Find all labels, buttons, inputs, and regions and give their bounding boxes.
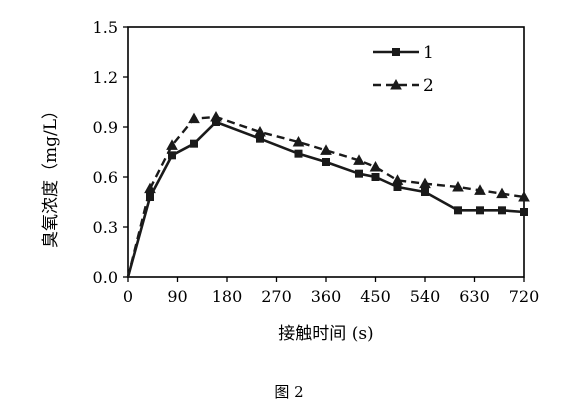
data-point-1: [454, 206, 462, 215]
figure-caption: 图 2: [274, 383, 303, 401]
x-tick-label: 450: [360, 287, 391, 306]
y-tick-label: 1.5: [93, 18, 118, 37]
data-point-2: [353, 154, 365, 165]
data-point-2: [254, 125, 266, 137]
y-tick-label: 0.0: [93, 268, 118, 287]
series-line-1: [126, 120, 525, 278]
y-axis-title: 臭氧浓度（mg/L）: [41, 102, 61, 248]
data-point-2: [474, 184, 486, 195]
axes: 0 90 180 270 360 450 540 630 720 0.0 0.3 0.6 0.9 1.2 1…: [93, 18, 540, 306]
data-point-2: [144, 182, 156, 194]
data-point-2: [452, 180, 464, 192]
data-point-2: [496, 187, 508, 199]
x-tick-label: 360: [311, 287, 342, 306]
series-line-2: [126, 115, 525, 278]
series-1: [126, 118, 528, 278]
x-tick-label: 270: [261, 287, 292, 306]
legend-item-1: 1: [373, 43, 434, 63]
data-point-1: [190, 139, 198, 148]
y-tick-label: 1.2: [93, 68, 118, 87]
y-tick-label: 0.6: [93, 168, 118, 187]
x-tick-label: 90: [167, 287, 187, 306]
x-tick-label: 720: [509, 287, 540, 306]
data-point-1: [476, 206, 484, 215]
series-2: [126, 110, 530, 278]
data-point-2: [419, 177, 431, 189]
data-point-1: [371, 173, 380, 181]
data-point-2: [210, 110, 222, 122]
data-point-1: [421, 188, 429, 196]
x-tick-label: 180: [212, 287, 243, 306]
legend-label-1: 1: [423, 43, 434, 63]
data-point-2: [518, 190, 530, 202]
data-point-1: [168, 151, 176, 160]
data-point-1: [520, 208, 528, 216]
data-point-2: [188, 112, 200, 124]
data-point-1: [355, 169, 363, 178]
data-point-1: [146, 193, 154, 201]
legend-marker-1: [392, 48, 400, 56]
data-point-1: [322, 158, 330, 166]
data-point-2: [369, 160, 382, 172]
data-point-2: [391, 174, 404, 185]
data-point-1: [498, 206, 506, 215]
data-point-2: [320, 144, 332, 155]
x-tick-label: 630: [459, 287, 490, 306]
series-layer: [126, 110, 530, 278]
y-tick-label: 0.9: [93, 118, 118, 137]
x-tick-label: 0: [123, 287, 133, 306]
legend: 12: [373, 43, 434, 96]
data-point-1: [294, 149, 303, 158]
x-tick-label: 540: [410, 287, 441, 306]
legend-item-2: 2: [373, 76, 434, 96]
legend-label-2: 2: [423, 76, 434, 96]
legend-marker-2: [390, 78, 402, 90]
data-point-2: [166, 139, 178, 150]
data-point-2: [292, 135, 305, 147]
y-tick-label: 0.3: [93, 218, 118, 237]
x-axis-title: 接触时间 (s): [278, 324, 373, 344]
